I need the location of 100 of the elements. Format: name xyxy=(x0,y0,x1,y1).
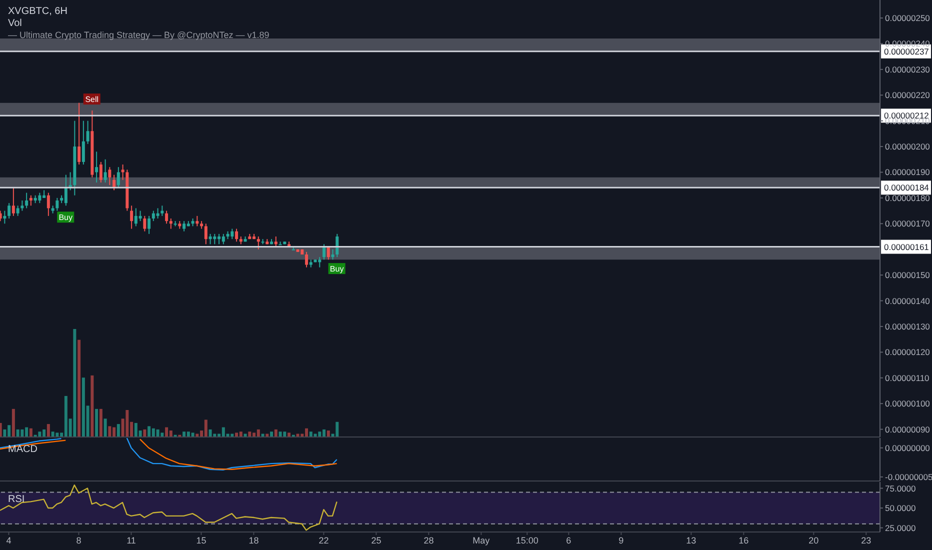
text: RSI xyxy=(8,494,25,505)
bar xyxy=(256,429,260,437)
candlestick xyxy=(130,205,134,230)
candlestick xyxy=(230,228,234,240)
annotation: Sell xyxy=(85,95,99,104)
bar xyxy=(29,428,32,437)
candlestick xyxy=(278,241,282,246)
bar xyxy=(169,430,172,437)
candlestick xyxy=(8,202,11,219)
x-tick-label: May xyxy=(472,535,490,546)
ref-line-label: 0.00000184 xyxy=(884,182,930,193)
candlestick xyxy=(3,210,6,224)
bar xyxy=(95,408,98,437)
x-tick-label: 8 xyxy=(76,535,82,546)
x-tick-label: 23 xyxy=(861,535,872,546)
x-tick-label: 22 xyxy=(318,535,329,546)
candlestick xyxy=(222,233,225,245)
candlestick xyxy=(182,220,186,232)
candlestick xyxy=(148,215,151,234)
x-tick-label: 13 xyxy=(686,535,696,546)
x-tick-label: 15 xyxy=(196,535,206,546)
candlestick xyxy=(138,210,142,222)
annotation: Buy xyxy=(330,264,344,274)
candlestick xyxy=(208,233,212,245)
bar xyxy=(160,432,164,437)
x-tick-label: 20 xyxy=(808,535,819,546)
y-tick-label: 50.0000 xyxy=(885,503,916,514)
bar xyxy=(235,432,238,437)
candlestick xyxy=(121,164,124,180)
candlestick xyxy=(78,102,81,166)
bar xyxy=(78,340,81,437)
annotation: Buy xyxy=(58,213,73,222)
candlestick xyxy=(29,194,32,206)
text: MACD xyxy=(8,444,38,455)
bar xyxy=(278,432,282,437)
y-tick-label: 25.0000 xyxy=(885,522,916,533)
bar xyxy=(3,429,6,437)
candlestick xyxy=(56,197,59,212)
bar xyxy=(182,432,186,437)
bar xyxy=(56,432,59,437)
x-tick-label: 6 xyxy=(566,535,572,546)
x-tick-label: 18 xyxy=(248,535,259,546)
y-tick-label: 0.00000180 xyxy=(885,192,930,203)
bar xyxy=(165,427,168,437)
y-tick-label: -0.00000005 xyxy=(885,472,932,482)
candlestick xyxy=(336,233,339,258)
bar xyxy=(191,432,194,437)
y-tick-label: 0.00000140 xyxy=(885,296,930,306)
candlestick xyxy=(274,236,278,248)
bar xyxy=(46,424,50,437)
candlestick xyxy=(12,187,15,216)
y-tick-label: 0.00000220 xyxy=(885,90,930,100)
y-tick-label: 0.00000150 xyxy=(885,270,930,280)
candlestick xyxy=(25,192,28,209)
x-tick-label: 15:00 xyxy=(516,535,538,546)
x-tick-label: 28 xyxy=(424,535,434,546)
x-tick-label: 16 xyxy=(738,535,749,546)
candlestick xyxy=(64,174,68,206)
candlestick xyxy=(165,210,168,224)
y-tick-label: 0.00000170 xyxy=(885,218,930,229)
chart-title: Vol xyxy=(8,18,22,29)
candlestick xyxy=(318,256,322,268)
y-tick-label: 0.00000230 xyxy=(885,64,930,74)
y-tick-label: 0.00000130 xyxy=(885,321,930,332)
bar xyxy=(239,432,242,437)
bar xyxy=(99,408,102,437)
candlestick xyxy=(112,174,116,191)
y-tick-label: 0.00000090 xyxy=(885,424,930,434)
candlestick xyxy=(256,236,260,250)
candlestick xyxy=(156,208,160,219)
bar xyxy=(208,429,212,437)
y-tick-label: 0.00000100 xyxy=(885,398,930,409)
bar xyxy=(38,432,42,437)
y-tick-label: 0.00000190 xyxy=(885,167,930,178)
y-tick-label: 0.00000120 xyxy=(885,347,930,358)
candlestick xyxy=(235,228,238,242)
bar xyxy=(108,426,112,437)
candlestick xyxy=(322,244,326,260)
bar xyxy=(336,422,339,437)
bar xyxy=(288,432,291,437)
candlestick xyxy=(104,158,107,184)
bar xyxy=(326,430,330,437)
x-tick-label: 25 xyxy=(371,535,382,546)
candlestick xyxy=(16,205,20,216)
bar xyxy=(204,420,208,437)
candlestick xyxy=(143,215,146,232)
x-tick-label: 4 xyxy=(6,535,12,546)
bar xyxy=(318,432,322,437)
bar xyxy=(0,422,2,437)
y-tick-label: 0.00000110 xyxy=(885,372,930,383)
text: XVGBTC, 6H xyxy=(8,6,68,17)
candlestick xyxy=(169,218,172,230)
bar xyxy=(143,429,146,437)
candlestick xyxy=(204,223,208,245)
bar xyxy=(73,329,76,437)
x-tick-label: 9 xyxy=(618,535,624,546)
y-tick-label: 75.0000 xyxy=(885,483,916,494)
x-tick-label: 11 xyxy=(126,535,136,546)
candlestick xyxy=(326,246,330,260)
candlestick xyxy=(116,166,120,188)
